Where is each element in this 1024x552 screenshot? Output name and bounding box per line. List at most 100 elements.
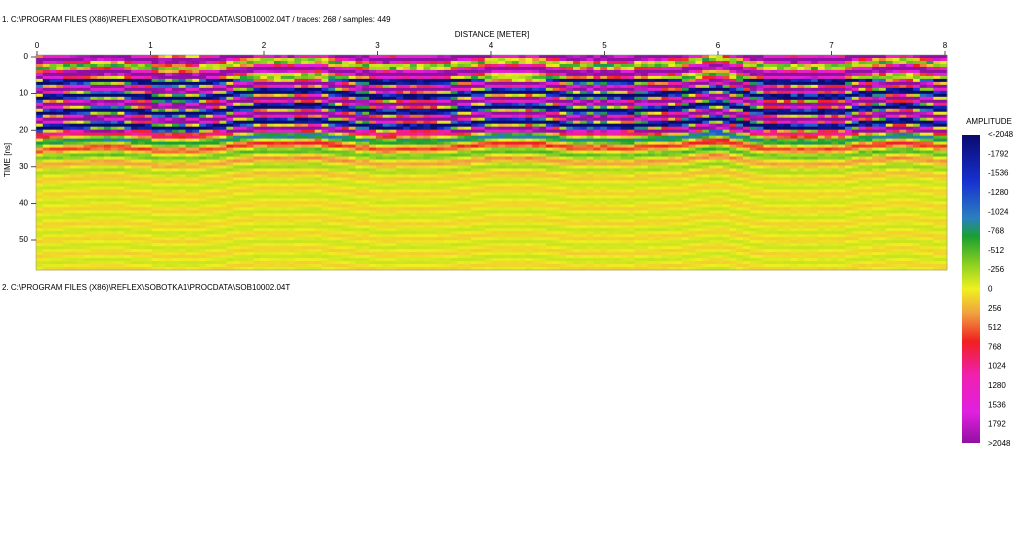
radar-cell: [389, 138, 397, 142]
radar-cell: [90, 69, 98, 74]
radar-cell: [233, 219, 241, 223]
radar-cell: [233, 126, 241, 131]
radar-cell: [389, 129, 397, 134]
radar-cell: [362, 135, 370, 140]
radar-cell: [287, 255, 295, 259]
radar-cell: [267, 225, 275, 229]
radar-cell: [212, 177, 220, 181]
radar-cell: [42, 72, 50, 77]
radar-cell: [117, 57, 125, 62]
radar-cell: [49, 159, 57, 163]
radar-cell: [335, 177, 343, 181]
radar-cell: [83, 117, 91, 122]
radar-cell: [90, 96, 98, 101]
radar-cell: [239, 186, 248, 190]
radar-cell: [430, 117, 438, 122]
radar-cell: [246, 75, 254, 80]
radar-cell: [56, 183, 64, 187]
radar-cell: [97, 63, 105, 68]
radar-cell: [416, 66, 424, 71]
radar-cell: [178, 75, 186, 80]
radar-cell: [301, 243, 309, 247]
radar-cell: [355, 186, 363, 190]
radar-cell: [171, 234, 180, 238]
radar-cell: [151, 177, 159, 181]
radar-cell: [246, 261, 254, 265]
radar-cell: [124, 252, 132, 256]
radar-cell: [171, 171, 180, 175]
radar-cell: [301, 105, 309, 110]
radar-cell: [239, 123, 248, 128]
radar-cell: [205, 132, 214, 137]
radar-cell: [165, 55, 173, 59]
radar-cell: [253, 159, 261, 163]
radar-cell: [246, 93, 254, 98]
radar-cell: [185, 192, 193, 196]
radar-cell: [403, 258, 411, 262]
radar-cell: [423, 168, 431, 172]
radar-cell: [471, 132, 479, 137]
radar-cell: [457, 219, 465, 223]
radar-cell: [375, 183, 384, 187]
radar-cell: [369, 228, 377, 232]
radar-cell: [103, 60, 112, 65]
radar-cell: [341, 111, 350, 116]
radar-cell: [416, 258, 424, 262]
radar-cell: [49, 237, 57, 241]
radar-cell: [137, 222, 146, 226]
radar-cell: [131, 186, 139, 190]
radar-cell: [253, 105, 261, 110]
radar-cell: [280, 267, 288, 271]
radar-cell: [83, 213, 91, 217]
radar-cell: [63, 180, 71, 184]
radar-cell: [505, 75, 513, 80]
radar-cell: [484, 102, 492, 107]
radar-cell: [205, 147, 214, 151]
radar-cell: [49, 132, 57, 137]
radar-cell: [83, 216, 91, 220]
radar-cell: [335, 240, 343, 244]
radar-cell: [335, 150, 343, 154]
radar-cell: [348, 84, 356, 89]
radar-cell: [348, 162, 356, 166]
radar-cell: [131, 150, 139, 154]
radar-cell: [355, 210, 363, 214]
radar-cell: [117, 228, 125, 232]
radar-cell: [430, 255, 438, 259]
radar-cell: [484, 255, 492, 259]
radar-cell: [226, 75, 234, 80]
radar-cell: [90, 132, 98, 137]
radar-cell: [76, 267, 84, 271]
radar-cell: [158, 252, 166, 256]
radar-cell: [301, 240, 309, 244]
radar-cell: [212, 243, 220, 247]
radar-cell: [362, 99, 370, 104]
radar-cell: [335, 93, 343, 98]
radar-cell: [185, 231, 193, 235]
radar-cell: [369, 171, 377, 175]
radar-cell: [63, 156, 71, 160]
radar-cell: [464, 138, 472, 142]
radar-cell: [389, 87, 397, 92]
radar-cell: [355, 201, 363, 205]
radar-cell: [131, 168, 139, 172]
radar-cell: [348, 55, 356, 59]
radar-cell: [144, 252, 152, 256]
radar-cell: [335, 234, 343, 238]
radar-cell: [457, 105, 465, 110]
radar-cell: [56, 114, 64, 119]
radar-cell: [321, 195, 329, 199]
radar-cell: [328, 105, 336, 110]
radar-cell: [477, 150, 486, 154]
radar-cell: [314, 210, 322, 214]
radar-cell: [294, 255, 302, 259]
radar-cell: [471, 156, 479, 160]
radar-cell: [355, 108, 363, 113]
radar-cell: [103, 93, 112, 98]
radar-cell: [457, 171, 465, 175]
radar-cell: [76, 213, 84, 217]
radar-cell: [56, 150, 64, 154]
radar-cell: [341, 138, 350, 142]
radar-cell: [416, 228, 424, 232]
radar-cell: [171, 192, 180, 196]
